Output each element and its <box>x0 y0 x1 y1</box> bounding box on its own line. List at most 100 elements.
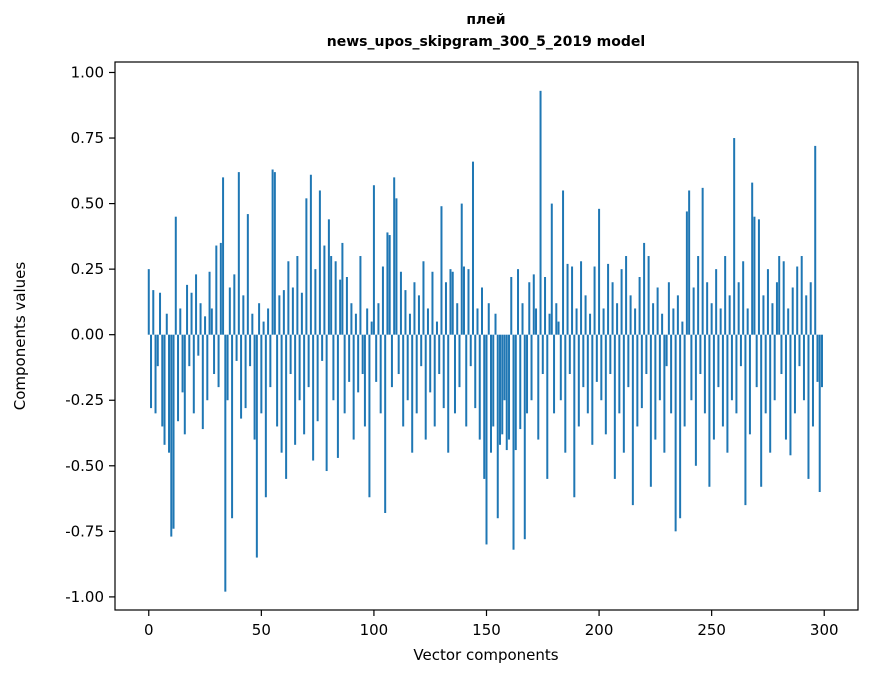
bar <box>440 206 443 335</box>
bar <box>330 256 333 335</box>
bar <box>643 242 646 335</box>
bar <box>406 334 409 401</box>
bar <box>793 334 796 414</box>
bar <box>523 334 526 540</box>
bar <box>636 334 639 427</box>
x-axis-label: Vector components <box>413 646 558 664</box>
bar <box>195 274 198 335</box>
y-tick-label: -0.75 <box>65 522 104 540</box>
bar <box>800 256 803 335</box>
bar <box>199 303 202 335</box>
bar <box>323 245 326 335</box>
bar <box>449 269 452 335</box>
bar <box>150 334 153 409</box>
bar <box>593 266 596 335</box>
bar <box>735 334 738 414</box>
bar <box>276 334 279 427</box>
bar <box>483 334 486 479</box>
bar <box>663 334 666 453</box>
bar <box>490 334 492 453</box>
bar <box>494 313 497 335</box>
bar <box>217 334 220 388</box>
bar <box>429 334 432 393</box>
bar <box>251 313 254 335</box>
bar <box>363 334 366 427</box>
bar <box>607 263 610 335</box>
bar <box>438 334 441 375</box>
bar <box>206 334 209 401</box>
chart-subtitle: news_upos_skipgram_300_5_2019 model <box>327 34 645 50</box>
bar <box>496 334 499 519</box>
bar <box>802 334 805 401</box>
bar <box>514 334 517 451</box>
bar <box>526 334 529 414</box>
bar <box>568 334 571 375</box>
bar <box>712 334 715 440</box>
bar <box>228 287 231 335</box>
bar <box>390 334 393 388</box>
bar <box>474 334 477 409</box>
bar <box>724 256 727 335</box>
bar <box>264 334 267 498</box>
bar <box>742 261 745 335</box>
bar <box>235 334 238 361</box>
bar <box>715 269 718 335</box>
bar <box>541 334 544 375</box>
bar <box>600 334 603 401</box>
bar <box>210 308 213 335</box>
bar <box>530 334 533 401</box>
bar <box>658 334 661 401</box>
bar <box>467 269 470 335</box>
bar <box>708 334 711 487</box>
bar <box>789 334 792 456</box>
bar <box>465 334 468 427</box>
bar <box>485 334 488 545</box>
bar <box>807 334 810 479</box>
y-tick-label: 0.25 <box>71 260 104 278</box>
bar <box>393 177 396 335</box>
bar <box>237 172 240 335</box>
bar <box>764 334 767 414</box>
bar <box>670 334 673 414</box>
bar <box>701 187 704 335</box>
bar <box>278 295 281 335</box>
bar <box>674 334 677 532</box>
bar <box>773 334 776 401</box>
bar <box>782 261 785 335</box>
bar <box>539 90 542 335</box>
bar <box>769 334 772 453</box>
bar <box>273 172 276 335</box>
bar <box>291 287 294 335</box>
bar <box>548 313 551 335</box>
bar <box>611 282 614 335</box>
bar <box>667 282 670 335</box>
bar <box>665 334 668 367</box>
bar <box>350 303 353 335</box>
bar <box>258 303 261 335</box>
bar <box>285 334 288 479</box>
bar <box>303 334 306 435</box>
bar <box>566 263 569 335</box>
bar <box>584 295 587 335</box>
y-axis-label: Components values <box>11 262 29 411</box>
bar <box>372 185 375 335</box>
bar <box>174 216 177 335</box>
bar <box>240 334 243 419</box>
bar <box>154 334 157 414</box>
bar <box>431 271 434 335</box>
bar <box>411 334 414 453</box>
bar <box>631 334 634 506</box>
bar <box>354 313 357 335</box>
bar <box>190 292 193 335</box>
bar <box>555 303 558 335</box>
bar <box>327 219 330 335</box>
bar <box>634 308 637 335</box>
bar <box>618 334 621 414</box>
bar <box>685 211 688 335</box>
bar <box>676 295 679 335</box>
bar <box>357 334 360 393</box>
bar <box>294 334 297 445</box>
bar <box>336 334 339 458</box>
bar <box>755 334 758 388</box>
bar <box>453 334 456 414</box>
